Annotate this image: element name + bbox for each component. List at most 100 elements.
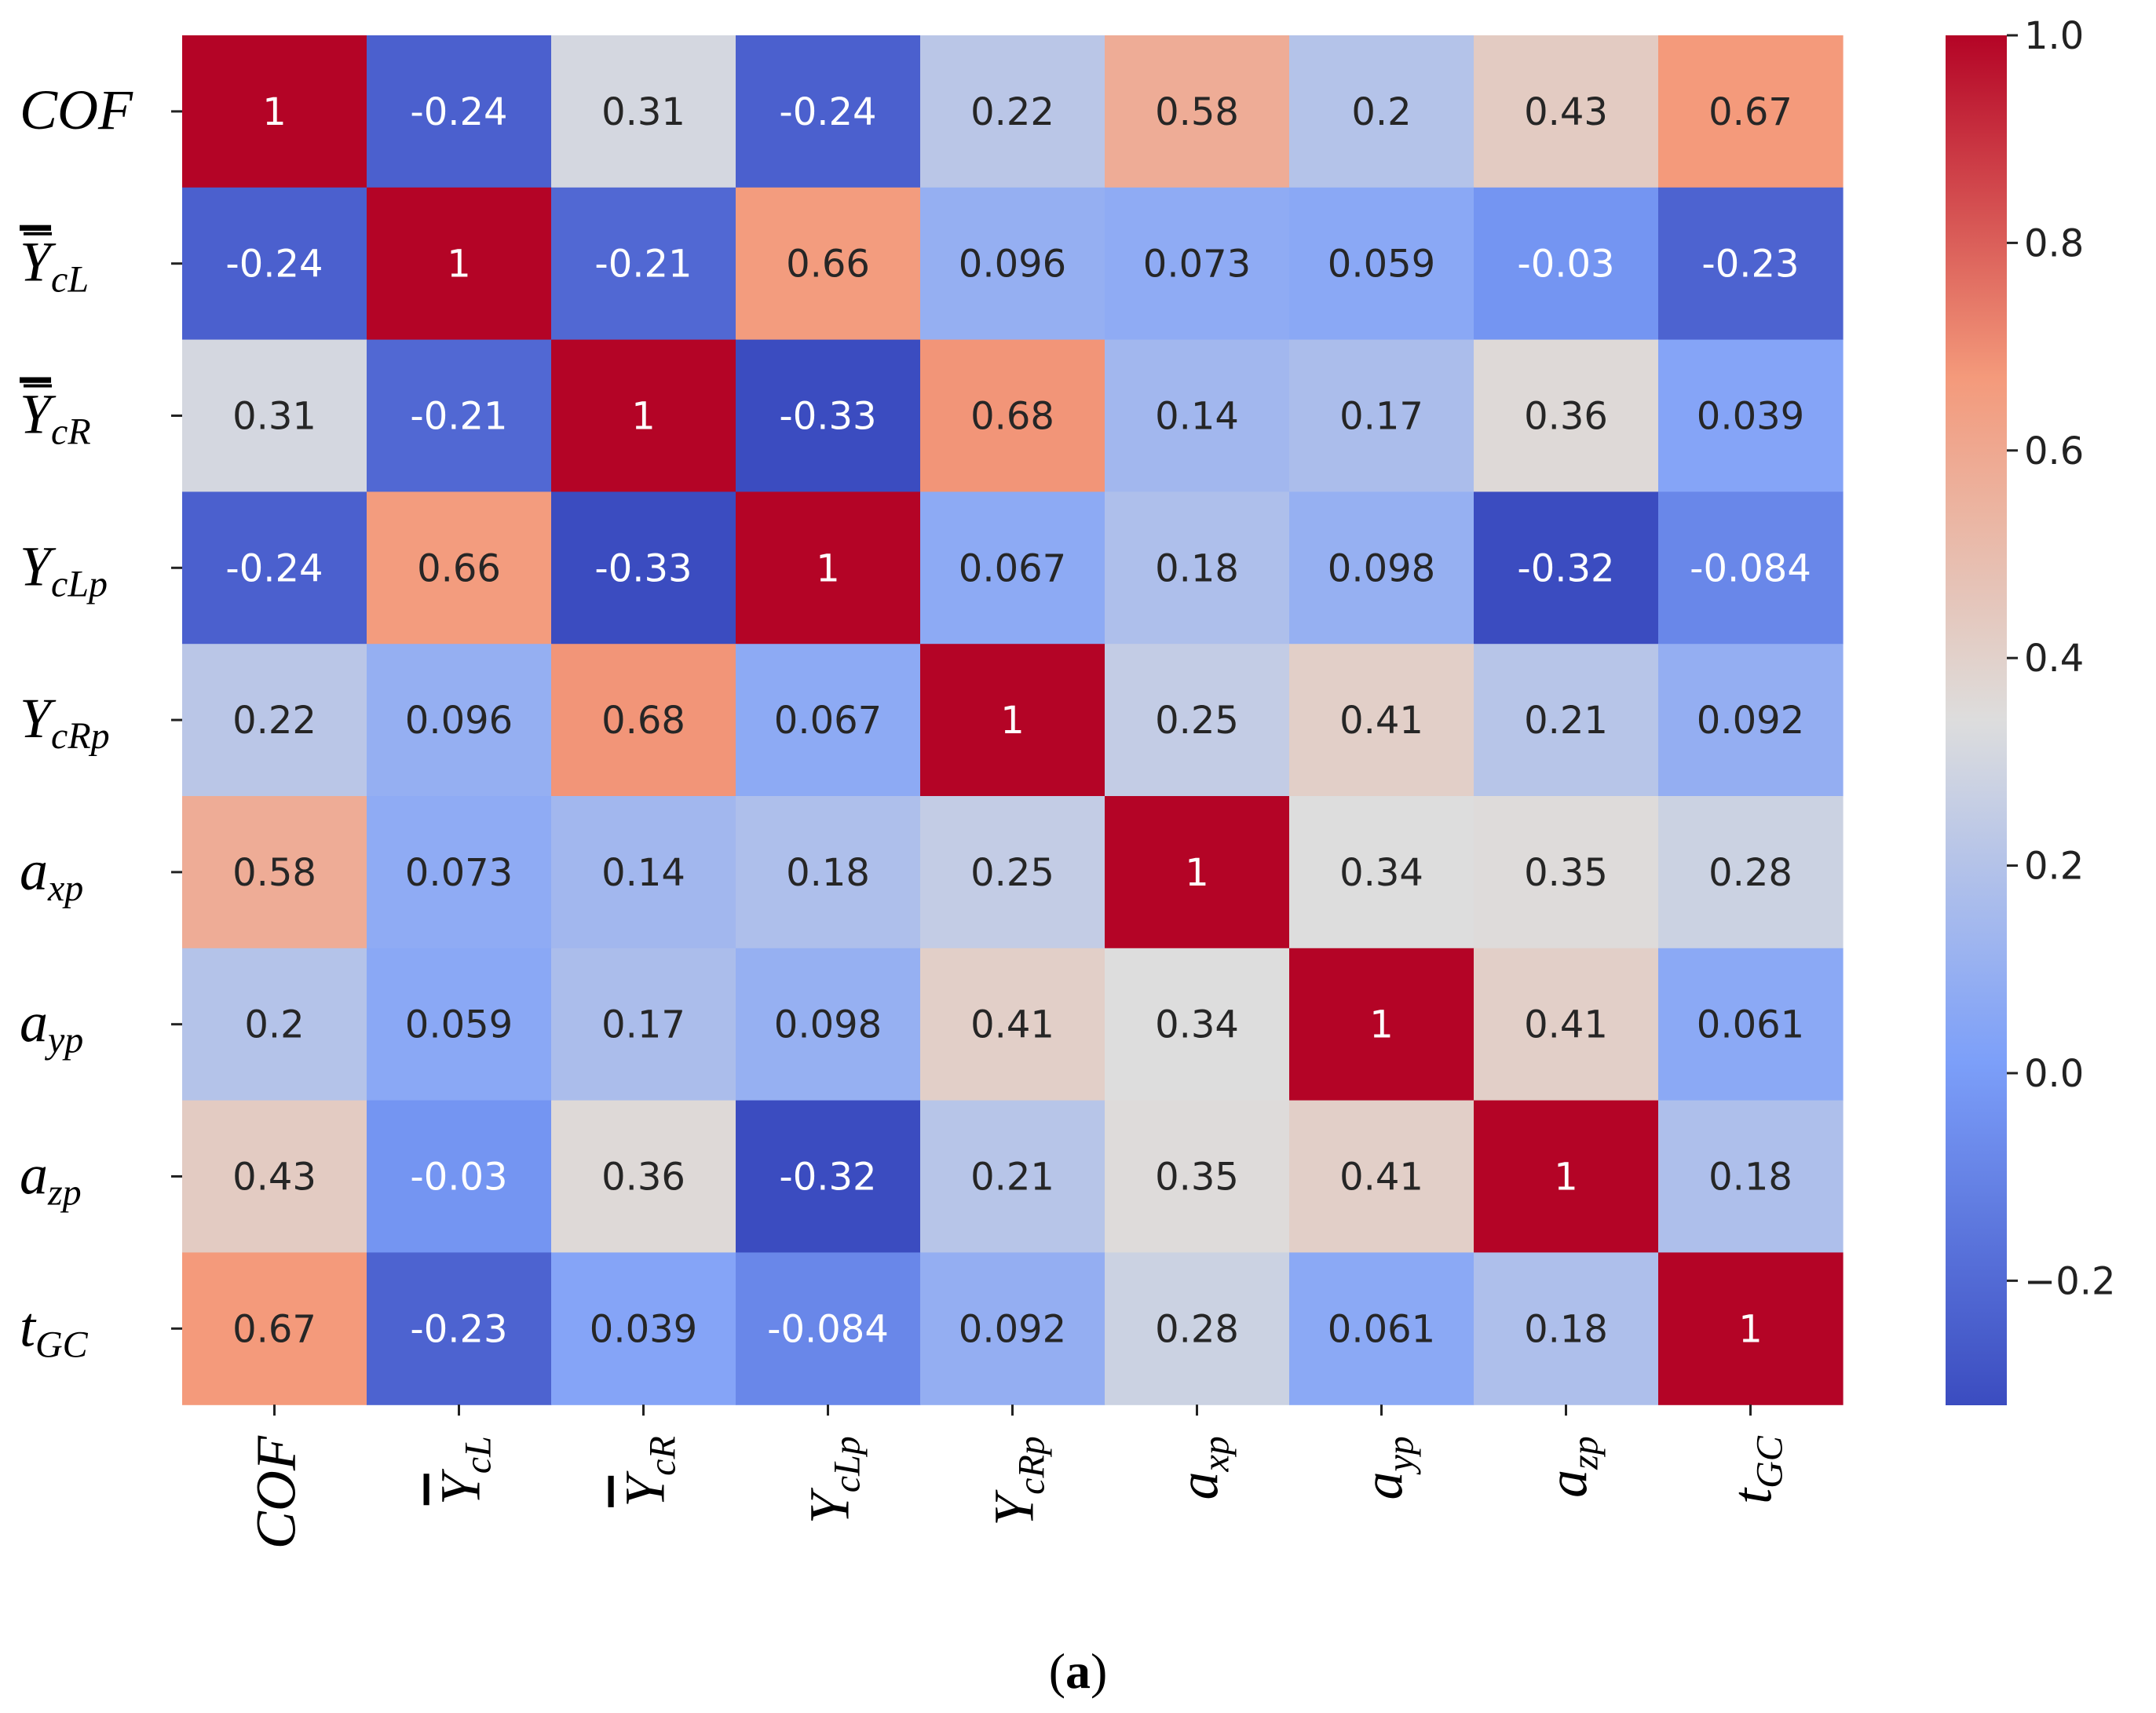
heatmap-cell-r6-c6 [1289, 948, 1474, 1101]
cell-value-r2-c5: 0.14 [1155, 395, 1239, 439]
heatmap-cell-r3-c6 [1289, 491, 1474, 645]
cell-value-r7-c1: -0.03 [410, 1156, 507, 1200]
row-label-4: YcRp [20, 687, 110, 757]
col-label-group-3: YcLp [798, 1436, 868, 1524]
heatmap-cell-r6-c0 [182, 948, 367, 1101]
heatmap-cell-r4-c8 [1658, 644, 1844, 797]
heatmap-cell-r7-c8 [1658, 1100, 1844, 1253]
cell-value-r3-c4: 0.067 [959, 546, 1066, 590]
colorbar: 1.0 0.8 0.6 0.4 0.2 0.0 −0.2 [1946, 14, 2116, 1405]
cell-value-r5-c6: 0.34 [1339, 851, 1423, 895]
cell-value-r7-c7: 1 [1554, 1156, 1578, 1200]
colorbar-tick-label-4: 0.2 [2024, 845, 2084, 889]
heatmap-cell-r2-c2 [551, 339, 736, 492]
heatmap-cell-r4-c0 [182, 644, 367, 797]
heatmap-cell-r5-c3 [736, 796, 921, 949]
col-label-5: axp [1168, 1436, 1237, 1499]
heatmap-cell-r4-c4 [920, 644, 1105, 797]
heatmap-cell-r1-c3 [736, 187, 921, 341]
col-label-1: YcL [429, 1436, 499, 1505]
heatmap-cell-r0-c6 [1289, 35, 1474, 188]
heatmap-cell-r2-c1 [367, 339, 552, 492]
heatmap-cell-r1-c6 [1289, 187, 1474, 341]
colorbar-tick-label-6: −0.2 [2024, 1259, 2116, 1303]
row-label-0-base: COF [20, 79, 133, 141]
col-label-8-base: t [1721, 1487, 1784, 1504]
heatmap-cell-r3-c5 [1105, 491, 1290, 645]
col-label-group-7: azp [1537, 1436, 1606, 1498]
cell-value-r4-c7: 0.21 [1524, 699, 1608, 743]
cell-value-r3-c3: 1 [816, 546, 840, 590]
cell-value-r7-c4: 0.21 [970, 1156, 1054, 1200]
col-label-6-sub: yp [1380, 1436, 1422, 1475]
cell-value-r5-c2: 0.14 [601, 851, 685, 895]
heatmap-cell-r0-c0 [182, 35, 367, 188]
col-label-0: COF [245, 1435, 308, 1549]
heatmap-cell-r1-c2 [551, 187, 736, 341]
cell-value-r1-c6: 0.059 [1328, 243, 1435, 287]
cell-value-r2-c1: -0.21 [410, 395, 507, 439]
caption-open: ( [1049, 1643, 1065, 1699]
cell-value-r1-c3: 0.66 [786, 243, 870, 287]
cell-value-r4-c5: 0.25 [1155, 699, 1239, 743]
row-label-5: axp [20, 839, 83, 909]
cell-value-r3-c1: 0.66 [417, 546, 501, 590]
cell-value-r7-c3: -0.32 [779, 1156, 876, 1200]
cell-value-r7-c8: 0.18 [1708, 1156, 1792, 1200]
col-label-group-6: ayp [1352, 1436, 1422, 1499]
cell-value-r7-c2: 0.36 [601, 1156, 685, 1200]
cell-value-r1-c0: -0.24 [225, 243, 323, 287]
heatmap-cell-r6-c1 [367, 948, 552, 1101]
cell-value-r1-c4: 0.096 [959, 243, 1066, 287]
heatmap-cell-r0-c5 [1105, 35, 1290, 188]
cell-value-r4-c4: 1 [1000, 699, 1025, 743]
col-label-group-0: COF [245, 1435, 308, 1549]
cell-value-r0-c2: 0.31 [601, 90, 685, 134]
heatmap-cell-r8-c1 [367, 1252, 552, 1405]
cell-value-r8-c2: 0.039 [590, 1307, 697, 1351]
heatmap-cell-r6-c4 [920, 948, 1105, 1101]
colorbar-tick-label-2: 0.6 [2024, 429, 2084, 473]
heatmap-cell-r3-c0 [182, 491, 367, 645]
heatmap-cell-r4-c5 [1105, 644, 1290, 797]
heatmap-cells: 1 -0.24 0.31 -0.24 0.22 0.58 0.2 0.43 0.67 -0.24 1… [182, 35, 1844, 1405]
col-label-3: YcLp [798, 1436, 868, 1524]
row-label-2-base: Y [20, 383, 57, 446]
row-label-1: YcL [20, 231, 89, 301]
heatmap-cell-r3-c1 [367, 491, 552, 645]
heatmap-cell-r0-c1 [367, 35, 552, 188]
cell-value-r8-c3: -0.084 [767, 1307, 889, 1351]
heatmap-cell-r0-c7 [1474, 35, 1659, 188]
heatmap-cell-r7-c4 [920, 1100, 1105, 1253]
cell-value-r8-c7: 0.18 [1524, 1307, 1608, 1351]
heatmap-cell-r8-c3 [736, 1252, 921, 1405]
row-label-5-sub: xp [47, 867, 83, 909]
col-label-3-base: Y [798, 1487, 861, 1524]
heatmap-cell-r5-c7 [1474, 796, 1659, 949]
cell-value-r4-c3: 0.067 [774, 699, 882, 743]
cell-value-r7-c6: 0.41 [1339, 1156, 1423, 1200]
heatmap-cell-r2-c8 [1658, 339, 1844, 492]
cell-value-r5-c3: 0.18 [786, 851, 870, 895]
heatmap-cell-r7-c3 [736, 1100, 921, 1253]
heatmap-cell-r8-c7 [1474, 1252, 1659, 1405]
cell-value-r4-c2: 0.68 [601, 699, 685, 743]
cell-value-r6-c7: 0.41 [1524, 1003, 1608, 1047]
heatmap-cell-r1-c8 [1658, 187, 1844, 341]
cell-value-r0-c3: -0.24 [779, 90, 876, 134]
heatmap-cell-r6-c3 [736, 948, 921, 1101]
cell-value-r5-c4: 0.25 [970, 851, 1054, 895]
heatmap-cell-r3-c2 [551, 491, 736, 645]
heatmap-cell-r8-c6 [1289, 1252, 1474, 1405]
col-label-group-1: YcL [429, 1436, 499, 1505]
heatmap-cell-r4-c1 [367, 644, 552, 797]
heatmap-cell-r2-c3 [736, 339, 921, 492]
cell-value-r0-c1: -0.24 [410, 90, 507, 134]
heatmap-cell-r5-c0 [182, 796, 367, 949]
cell-value-r2-c8: 0.039 [1697, 395, 1804, 439]
heatmap-cell-r8-c2 [551, 1252, 736, 1405]
row-label-5-base: a [20, 839, 48, 902]
colorbar-tick-label-3: 0.4 [2024, 637, 2084, 681]
caption-close: ) [1091, 1643, 1107, 1699]
col-label-3-sub: cLp [827, 1436, 868, 1492]
